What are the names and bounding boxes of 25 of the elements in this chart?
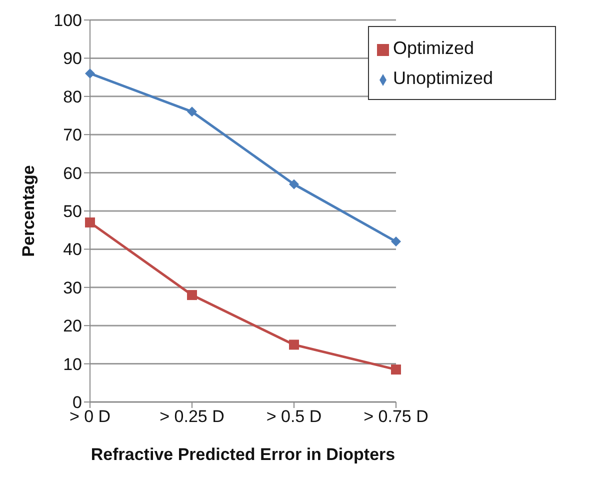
x-axis-title: Refractive Predicted Error in Diopters (90, 445, 396, 464)
point (85, 68, 95, 78)
point (289, 340, 299, 350)
y-tick-label: 50 (63, 202, 82, 222)
point (391, 364, 401, 375)
y-axis-title: Percentage (19, 165, 38, 257)
y-tick-label: 70 (63, 126, 82, 145)
y-tick-label: 60 (63, 164, 82, 183)
point (187, 290, 197, 300)
y-tick-label: 10 (63, 354, 82, 374)
y-tick-label: 80 (63, 87, 82, 106)
point (289, 179, 299, 190)
y-tick-label: 90 (63, 49, 82, 68)
y-tick-label: 20 (63, 316, 82, 336)
point (187, 106, 197, 117)
x-tick-label: > 0.75 D (364, 407, 428, 426)
legend-label: Optimized (393, 38, 474, 58)
x-tick-label: > 0.5 D (266, 407, 322, 426)
y-tick-label: 30 (63, 278, 82, 298)
legend-label: Unoptimized (393, 68, 494, 88)
y-tick-label: 40 (63, 240, 82, 260)
point (85, 217, 95, 228)
y-tick-label: 100 (54, 11, 82, 30)
point (391, 236, 401, 247)
x-tick-label: > 0.25 D (160, 407, 224, 426)
